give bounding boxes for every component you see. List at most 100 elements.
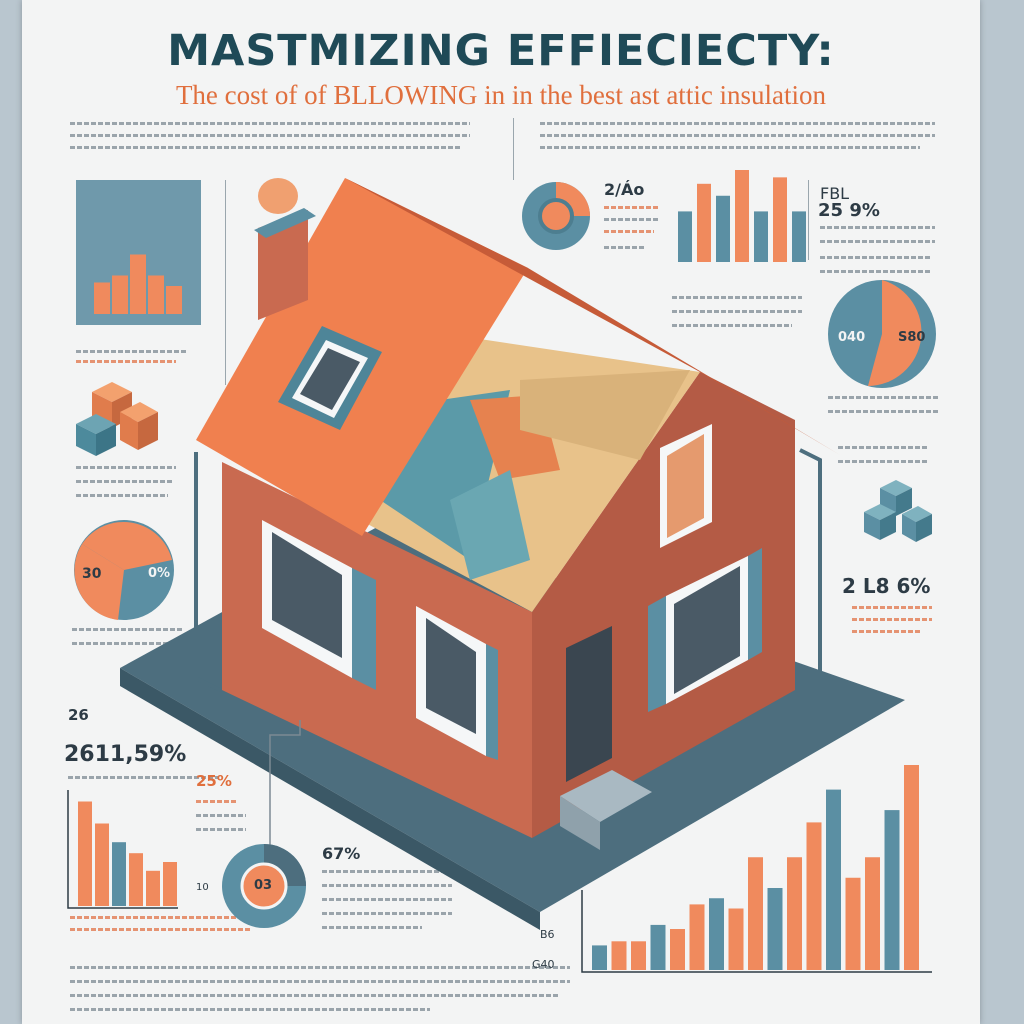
chart-bar [611,941,627,970]
chart-bar [748,857,763,970]
ground-slab-edge [120,668,540,930]
chart-bar [865,857,880,970]
text-line [70,122,470,125]
text-line [70,916,260,919]
text-line [70,134,470,137]
chart-bar [148,275,164,314]
chart-bar [792,211,806,262]
text-line [672,324,792,327]
pie-right-right-label: S80 [898,330,926,345]
chart-bar [735,170,749,262]
chart-bar [592,945,607,970]
divider-line [808,180,809,260]
smoke-plume [258,178,298,214]
chart-bar [146,870,160,906]
page-title: MASTMIZING EFFIECIECTY: [167,26,835,76]
chart-axis [581,890,932,973]
text-line [820,240,935,243]
text-line [72,642,172,645]
text-line [604,246,644,249]
block-stack-right [864,480,932,542]
text-line [852,618,932,621]
chart-bar [112,275,128,314]
chart-axis [67,790,178,909]
chart-bar [650,924,666,970]
chart-bar [130,254,146,314]
attic-rafters [520,370,690,460]
chart-bar [95,823,109,906]
window-glass [667,434,704,538]
text-line [70,1008,430,1011]
text-line [68,776,218,779]
text-line [828,396,938,399]
text-line [820,226,935,229]
text-line [540,146,920,149]
axis-label-a: B6 [540,928,555,941]
chart-bar [728,908,744,970]
chart-bar [773,177,787,262]
dormer-window-pane [300,348,360,410]
text-line [322,912,452,915]
chart-bar [826,789,841,970]
text-line [852,606,932,609]
text-line [604,206,660,209]
text-line [322,926,422,929]
step [560,796,600,850]
donut-inner-label: 03 [254,878,273,893]
attic-insulation [450,470,530,580]
window-shutter [748,548,762,660]
text-line [838,460,928,463]
chart-bar [754,211,768,262]
chart-bar [697,183,711,262]
text-line [70,994,560,997]
text-line [70,980,570,983]
text-line [322,884,452,887]
text-line [838,446,928,449]
chart-bar [904,765,919,970]
stat-top-right-b: FBL [820,184,850,203]
text-line [852,630,922,633]
stat-bottom-left-c: 25% [196,772,232,790]
text-line [76,350,186,353]
pie-left-left-label: 30 [82,566,102,582]
window-glass [272,532,342,658]
window-glass [674,566,740,694]
text-line [196,800,236,803]
divider-line [225,180,226,385]
window-shutter [648,596,666,712]
chart-bar [670,929,685,970]
text-line [70,146,460,149]
stat-mid-right: 2 L8 6% [842,574,931,598]
chart-bar [163,862,177,906]
top-donut [522,182,590,250]
window-shutter [486,644,498,760]
bottom-donut [222,844,306,928]
chart-bar [166,286,182,314]
window-glass [426,618,476,734]
page-subtitle: The cost of of BLLOWING in in the best a… [175,80,827,110]
chart-bar [78,801,92,906]
chart-bar [806,822,822,970]
axis-label-b: G40 [532,958,555,971]
chart-bar [94,282,110,314]
text-line [196,828,246,831]
text-line [322,898,452,901]
chart-bar [884,810,900,970]
text-line [604,230,654,233]
downspout [194,452,221,692]
chart-bar [845,877,861,970]
text-line [76,494,168,497]
block-stack-left [76,382,158,456]
chart-bar [709,898,724,970]
step [560,770,652,822]
right-pie [828,280,936,388]
chart-bar [716,195,730,262]
chart-bar [631,941,646,970]
text-line [820,270,930,273]
stat-bottom-left-b: 2611,59% [64,742,187,767]
pie-left-right-label: 0% [148,566,171,581]
